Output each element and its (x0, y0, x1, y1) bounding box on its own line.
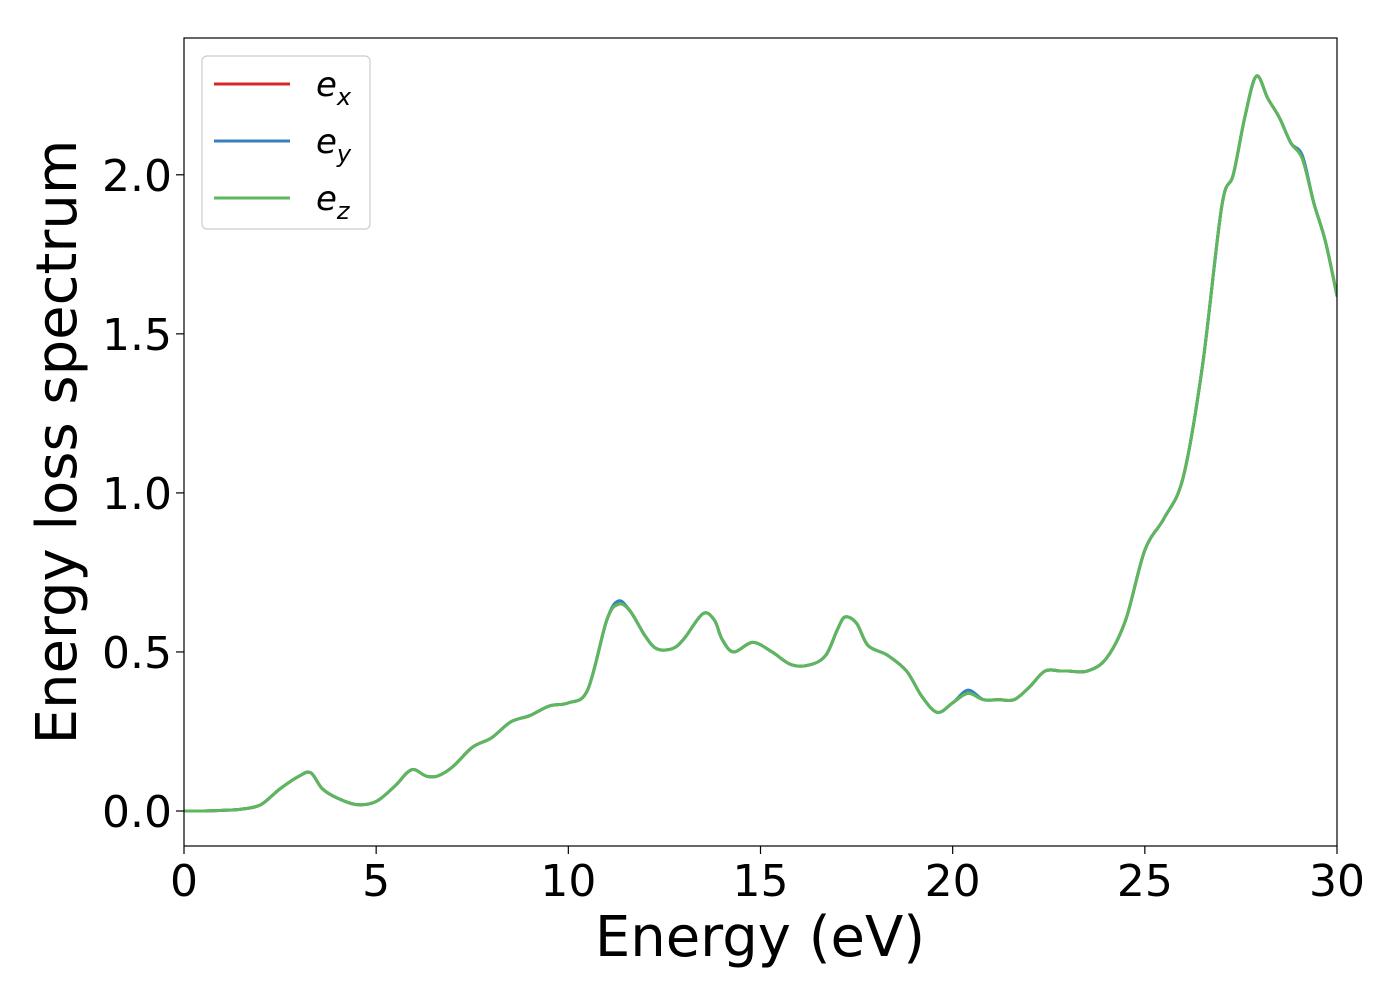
x-axis: 0 5 10 15 20 25 30 (170, 846, 1365, 907)
legend-label-e_z: ez (316, 179, 351, 225)
x-tick-label: 0 (170, 856, 198, 907)
legend-label-e_x: ex (316, 65, 352, 111)
x-tick-label: 25 (1117, 856, 1173, 907)
legend-entries: ex ey ez (214, 65, 352, 225)
series-layer (184, 74, 1337, 813)
y-tick-label: 0.5 (102, 628, 172, 679)
x-tick-label: 5 (362, 856, 390, 907)
legend-label-e_y: ey (316, 122, 352, 168)
y-axis-title: Energy loss spectrum (25, 140, 90, 745)
x-tick-label: 30 (1309, 856, 1365, 907)
x-tick-label: 20 (925, 856, 981, 907)
y-tick-label: 0.0 (102, 787, 172, 838)
series-line-e_z (184, 74, 1337, 813)
y-axis: 0.0 0.5 1.0 1.5 2.0 (102, 151, 184, 838)
x-axis-title: Energy (eV) (595, 905, 925, 970)
y-tick-label: 1.0 (102, 469, 172, 520)
legend: ex ey ez (201, 55, 371, 230)
y-tick-label: 1.5 (102, 310, 172, 361)
x-tick-label: 10 (540, 856, 596, 907)
x-tick-label: 15 (733, 856, 789, 907)
y-tick-label: 2.0 (102, 151, 172, 202)
